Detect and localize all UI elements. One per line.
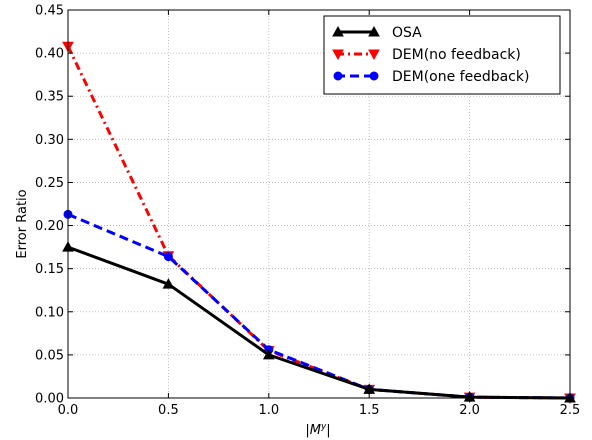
legend-box — [323, 15, 561, 95]
y-tick-label: 0.00 — [35, 392, 64, 407]
legend-marker-1 — [332, 25, 344, 37]
series-line-3 — [67, 212, 571, 400]
legend-marker-2b — [368, 49, 380, 61]
plot-frame — [67, 9, 571, 399]
y-tick-label: 0.05 — [35, 348, 64, 363]
axis-ticks: 0.0 0.5 1.0 1.5 2.0 2.5 0.00 0.05 0.10 0.15 0.20 0.… — [35, 4, 580, 419]
y-tick-label: 0.10 — [35, 305, 64, 320]
y-tick-label: 0.40 — [35, 47, 64, 62]
x-tick-label: 2.5 — [560, 403, 581, 418]
legend-label-1: OSA — [392, 25, 422, 41]
legend: OSA DEM(no feedback) DEM(one feedback) — [323, 15, 561, 95]
x-axis-label: |My| — [305, 422, 330, 438]
x-tick-label: 0.5 — [158, 403, 179, 418]
series-group — [62, 41, 576, 405]
y-tick-label: 0.20 — [35, 219, 64, 234]
legend-label-3: DEM(one feedback) — [392, 69, 529, 85]
x-tick-label: 2.0 — [459, 403, 480, 418]
legend-label-2: DEM(no feedback) — [392, 47, 521, 63]
legend-marker-3b — [369, 71, 379, 81]
series-line-1 — [67, 245, 571, 400]
legend-marker-3 — [333, 71, 343, 81]
y-tick-label: 0.15 — [35, 262, 64, 277]
y-tick-label: 0.25 — [35, 176, 64, 191]
y-axis-label: Error Ratio — [15, 189, 30, 258]
series-3-point — [163, 252, 173, 262]
series-line-2 — [66, 45, 571, 400]
series-1-point — [162, 278, 175, 289]
x-tick-label: 1.0 — [258, 403, 279, 418]
y-tick-label: 0.30 — [35, 133, 64, 148]
y-tick-label: 0.45 — [35, 4, 64, 19]
y-tick-label: 0.35 — [35, 90, 64, 105]
legend-marker-1b — [368, 25, 380, 37]
x-tick-label: 1.5 — [359, 403, 380, 418]
series-1-point — [262, 348, 275, 360]
legend-marker-2 — [332, 49, 344, 61]
x-tick-label: 0.0 — [58, 403, 79, 418]
